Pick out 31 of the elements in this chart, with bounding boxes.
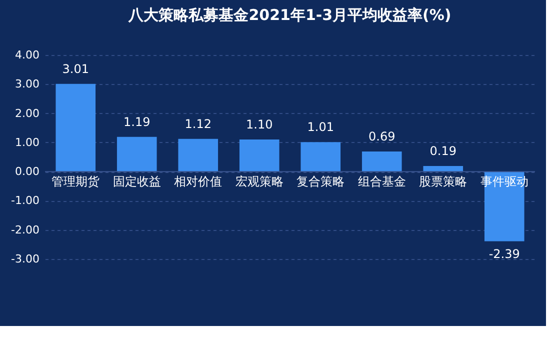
bar: [56, 84, 96, 172]
y-tick-label: -3.00: [11, 252, 40, 266]
x-tick-label: 股票策略: [419, 174, 468, 189]
bar: [300, 142, 341, 172]
y-tick-label: 4.00: [15, 48, 40, 62]
y-tick-label: -1.00: [11, 194, 40, 208]
y-tick-label: -2.00: [11, 223, 40, 236]
x-tick-label: 复合策略: [296, 174, 345, 189]
x-tick-label: 组合基金: [358, 174, 406, 189]
data-label: 1.01: [307, 120, 334, 134]
data-label: -2.39: [488, 247, 520, 262]
chart-title: 八大策略私募基金2021年1-3月平均收益率(%): [128, 6, 452, 24]
bar: [239, 140, 280, 172]
data-label: 1.10: [246, 118, 273, 132]
y-tick-label: 0.00: [15, 165, 40, 178]
y-tick-label: 2.00: [15, 106, 40, 120]
data-label: 3.01: [62, 62, 89, 76]
x-tick-label: 相对价值: [174, 174, 222, 189]
data-label: 0.19: [430, 144, 456, 158]
x-tick-label: 管理期货: [52, 174, 100, 189]
bar: [116, 136, 157, 172]
x-tick-label: 宏观策略: [235, 174, 284, 189]
y-tick-label: 3.00: [15, 78, 40, 91]
bar: [178, 138, 218, 172]
bar: [362, 151, 402, 172]
data-label: 1.12: [184, 116, 212, 131]
y-tick-label: 1.00: [15, 136, 40, 149]
bar: [423, 166, 464, 172]
data-label: 1.19: [124, 114, 150, 129]
data-label: 0.69: [368, 129, 396, 144]
x-tick-label: 固定收益: [112, 174, 161, 189]
